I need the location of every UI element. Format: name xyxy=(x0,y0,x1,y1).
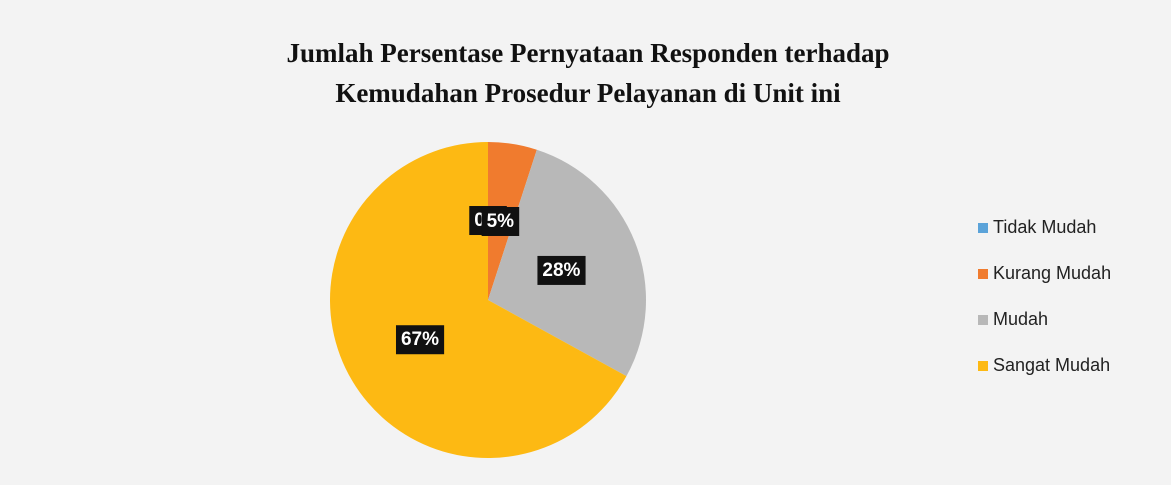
data-label: 67% xyxy=(401,329,439,350)
data-label-bg xyxy=(481,206,520,236)
data-label: 5% xyxy=(487,211,515,232)
pie-slice xyxy=(330,142,627,459)
legend-label: Sangat Mudah xyxy=(993,355,1110,375)
legend-swatch xyxy=(978,361,988,371)
legend-swatch xyxy=(978,315,988,325)
legend-label: Kurang Mudah xyxy=(993,263,1111,283)
legend-label: Mudah xyxy=(993,309,1048,329)
data-label: 28% xyxy=(542,260,580,281)
data-label-bg xyxy=(537,255,586,285)
legend-swatch xyxy=(978,269,988,279)
chart-title: Jumlah Persentase Pernyataan Responden t… xyxy=(286,38,889,68)
legend-label: Tidak Mudah xyxy=(993,217,1096,237)
chart-title: Kemudahan Prosedur Pelayanan di Unit ini xyxy=(335,78,841,108)
legend-swatch xyxy=(978,223,988,233)
data-label-bg xyxy=(395,325,445,355)
